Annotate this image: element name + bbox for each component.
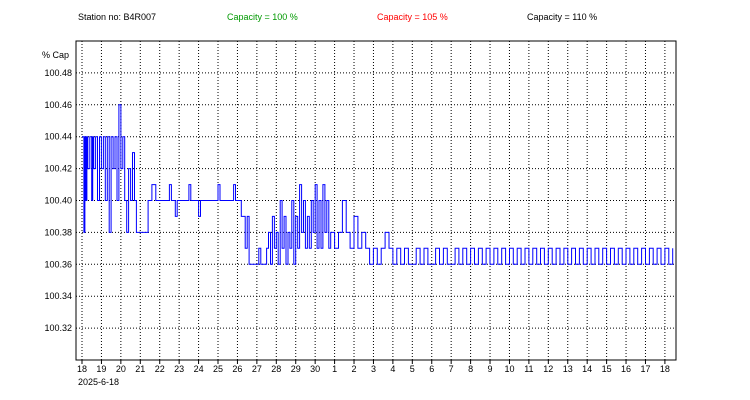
x-tick-label: 14 <box>582 364 592 374</box>
x-tick-label: 26 <box>232 364 242 374</box>
capacity-100-label: Capacity = 100 % <box>227 12 298 22</box>
x-tick-label: 9 <box>488 364 493 374</box>
x-tick-label: 19 <box>96 364 106 374</box>
x-tick-label: 23 <box>174 364 184 374</box>
y-tick-label: 100.34 <box>44 291 72 301</box>
x-tick-label: 7 <box>449 364 454 374</box>
x-tick-label: 29 <box>291 364 301 374</box>
x-tick-label: 1 <box>332 364 337 374</box>
y-tick-label: 100.44 <box>44 132 72 142</box>
capacity-110-label: Capacity = 110 % <box>527 12 598 22</box>
x-tick-label: 15 <box>602 364 612 374</box>
x-tick-label: 12 <box>543 364 553 374</box>
x-tick-label: 22 <box>155 364 165 374</box>
x-tick-label: 17 <box>640 364 650 374</box>
series-line <box>82 104 674 265</box>
x-tick-label: 28 <box>271 364 281 374</box>
x-tick-label: 5 <box>410 364 415 374</box>
x-tick-label: 30 <box>310 364 320 374</box>
x-tick-label: 13 <box>563 364 573 374</box>
y-tick-label: 100.42 <box>44 164 72 174</box>
station-label: Station no: B4R007 <box>78 12 157 22</box>
x-tick-label: 2 <box>352 364 357 374</box>
x-start-date-label: 2025-6-18 <box>78 377 119 387</box>
x-tick-label: 10 <box>504 364 514 374</box>
y-axis: 100.32 100.34 100.36 100.38 100.40 100.42 100.… <box>44 68 72 333</box>
x-tick-label: 16 <box>621 364 631 374</box>
x-tick-label: 25 <box>213 364 223 374</box>
x-tick-label: 18 <box>77 364 87 374</box>
x-tick-label: 21 <box>135 364 145 374</box>
x-tick-label: 3 <box>371 364 376 374</box>
capacity-105-label: Capacity = 105 % <box>377 12 448 22</box>
plot-frame <box>75 40 677 361</box>
x-tick-label: 6 <box>429 364 434 374</box>
y-tick-label: 100.32 <box>44 323 72 333</box>
y-tick-label: 100.40 <box>44 196 72 206</box>
x-tick-label: 18 <box>660 364 670 374</box>
x-tick-label: 20 <box>116 364 126 374</box>
y-tick-label: 100.48 <box>44 68 72 78</box>
x-axis: 18 19 20 21 22 23 24 25 26 27 28 29 30 1 2 3 4 5 6 7 8 9 10 11 1… <box>77 360 670 374</box>
x-tick-label: 11 <box>524 364 533 374</box>
y-tick-label: 100.36 <box>44 259 72 269</box>
x-tick-label: 24 <box>194 364 204 374</box>
y-tick-label: 100.46 <box>44 100 72 110</box>
y-axis-label: % Cap <box>42 50 69 60</box>
x-tick-label: 8 <box>468 364 473 374</box>
y-tick-label: 100.38 <box>44 227 72 237</box>
x-tick-label: 27 <box>252 364 262 374</box>
x-tick-label: 4 <box>390 364 395 374</box>
